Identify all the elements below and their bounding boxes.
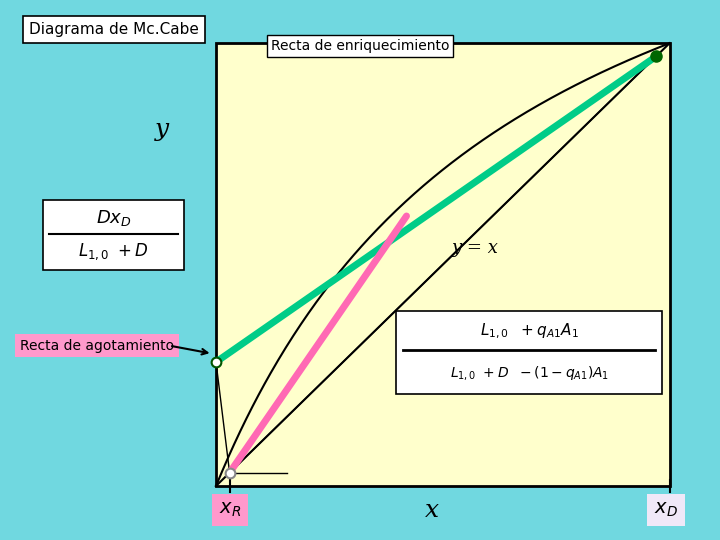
Text: $Dx_D$: $Dx_D$	[96, 207, 131, 228]
Text: y: y	[155, 118, 169, 141]
FancyBboxPatch shape	[396, 310, 662, 394]
Text: $L_{1,0}\ +D\ \ -(1-q_{A1})A_1$: $L_{1,0}\ +D\ \ -(1-q_{A1})A_1$	[449, 364, 609, 382]
Text: y = x: y = x	[451, 239, 499, 258]
Text: $L_{1,0}\ +D$: $L_{1,0}\ +D$	[78, 242, 148, 262]
Text: $x_R$: $x_R$	[218, 501, 240, 519]
Text: $x_D$: $x_D$	[654, 501, 678, 519]
Text: Recta de agotamiento: Recta de agotamiento	[20, 339, 174, 353]
Text: $L_{1,0}\ \ +q_{A1}A_1$: $L_{1,0}\ \ +q_{A1}A_1$	[480, 322, 579, 341]
Text: Diagrama de Mc.Cabe: Diagrama de Mc.Cabe	[29, 22, 199, 37]
FancyBboxPatch shape	[216, 43, 670, 486]
Text: Recta de enriquecimiento: Recta de enriquecimiento	[271, 39, 449, 53]
Text: x: x	[425, 499, 439, 522]
FancyBboxPatch shape	[43, 200, 184, 270]
